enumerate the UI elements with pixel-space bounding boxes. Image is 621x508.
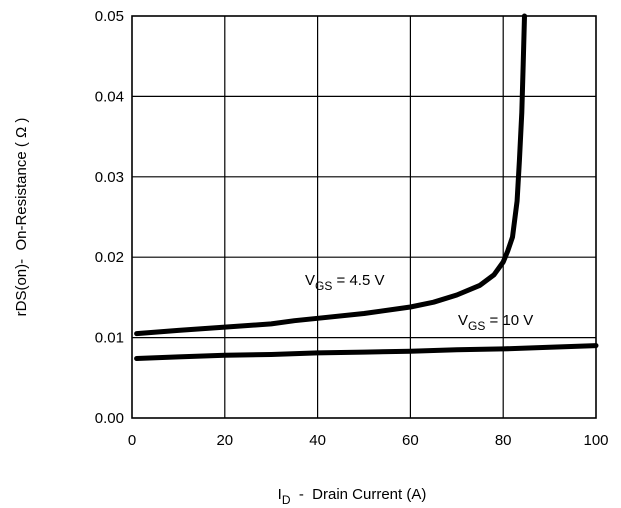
series-label-vgs-4-5-sub: GS bbox=[315, 279, 332, 293]
series-label-vgs-10-sub: GS bbox=[468, 319, 485, 333]
x-tick-label-0: 0 bbox=[128, 432, 136, 449]
series-label-vgs-4-5: VGS = 4.5 V bbox=[305, 272, 384, 293]
y-tick-label-0.04: 0.04 bbox=[95, 88, 124, 105]
y-tick-label-0.00: 0.00 bbox=[95, 410, 124, 427]
series-line-1 bbox=[134, 343, 599, 361]
series-label-vgs-10-main: V bbox=[458, 312, 468, 329]
y-tick-label-0.01: 0.01 bbox=[95, 330, 124, 347]
x-tick-label-60: 60 bbox=[402, 432, 419, 449]
y-tick-label-0.05: 0.05 bbox=[95, 8, 124, 25]
plot-frame bbox=[131, 15, 597, 419]
series-label-vgs-10-rest: = 10 V bbox=[485, 312, 533, 329]
y-tick-labels: 0.00 0.01 0.02 0.03 0.04 0.05 bbox=[95, 8, 124, 427]
x-axis-title-rest: - Drain Current (A) bbox=[290, 486, 426, 503]
y-tick-label-0.03: 0.03 bbox=[95, 169, 124, 186]
x-tick-label-100: 100 bbox=[583, 432, 608, 449]
x-tick-labels: 0 20 40 60 80 100 bbox=[128, 432, 609, 449]
series-label-vgs-4-5-rest: = 4.5 V bbox=[332, 272, 384, 289]
y-axis-title: rDS(on)- On-Resistance ( Ω ) bbox=[13, 118, 30, 317]
x-axis-title-sub: D bbox=[282, 493, 291, 507]
x-tick-label-80: 80 bbox=[495, 432, 512, 449]
series-line-0 bbox=[134, 13, 527, 337]
series-lines bbox=[134, 13, 599, 361]
y-tick-label-0.02: 0.02 bbox=[95, 249, 124, 266]
series-label-vgs-10: VGS = 10 V bbox=[458, 312, 533, 333]
series-label-vgs-4-5-main: V bbox=[305, 272, 315, 289]
x-tick-label-40: 40 bbox=[309, 432, 326, 449]
x-axis-title-main: I bbox=[278, 486, 282, 503]
x-axis-title: ID - Drain Current (A) bbox=[278, 486, 427, 507]
x-tick-label-20: 20 bbox=[216, 432, 233, 449]
grid bbox=[132, 16, 596, 418]
